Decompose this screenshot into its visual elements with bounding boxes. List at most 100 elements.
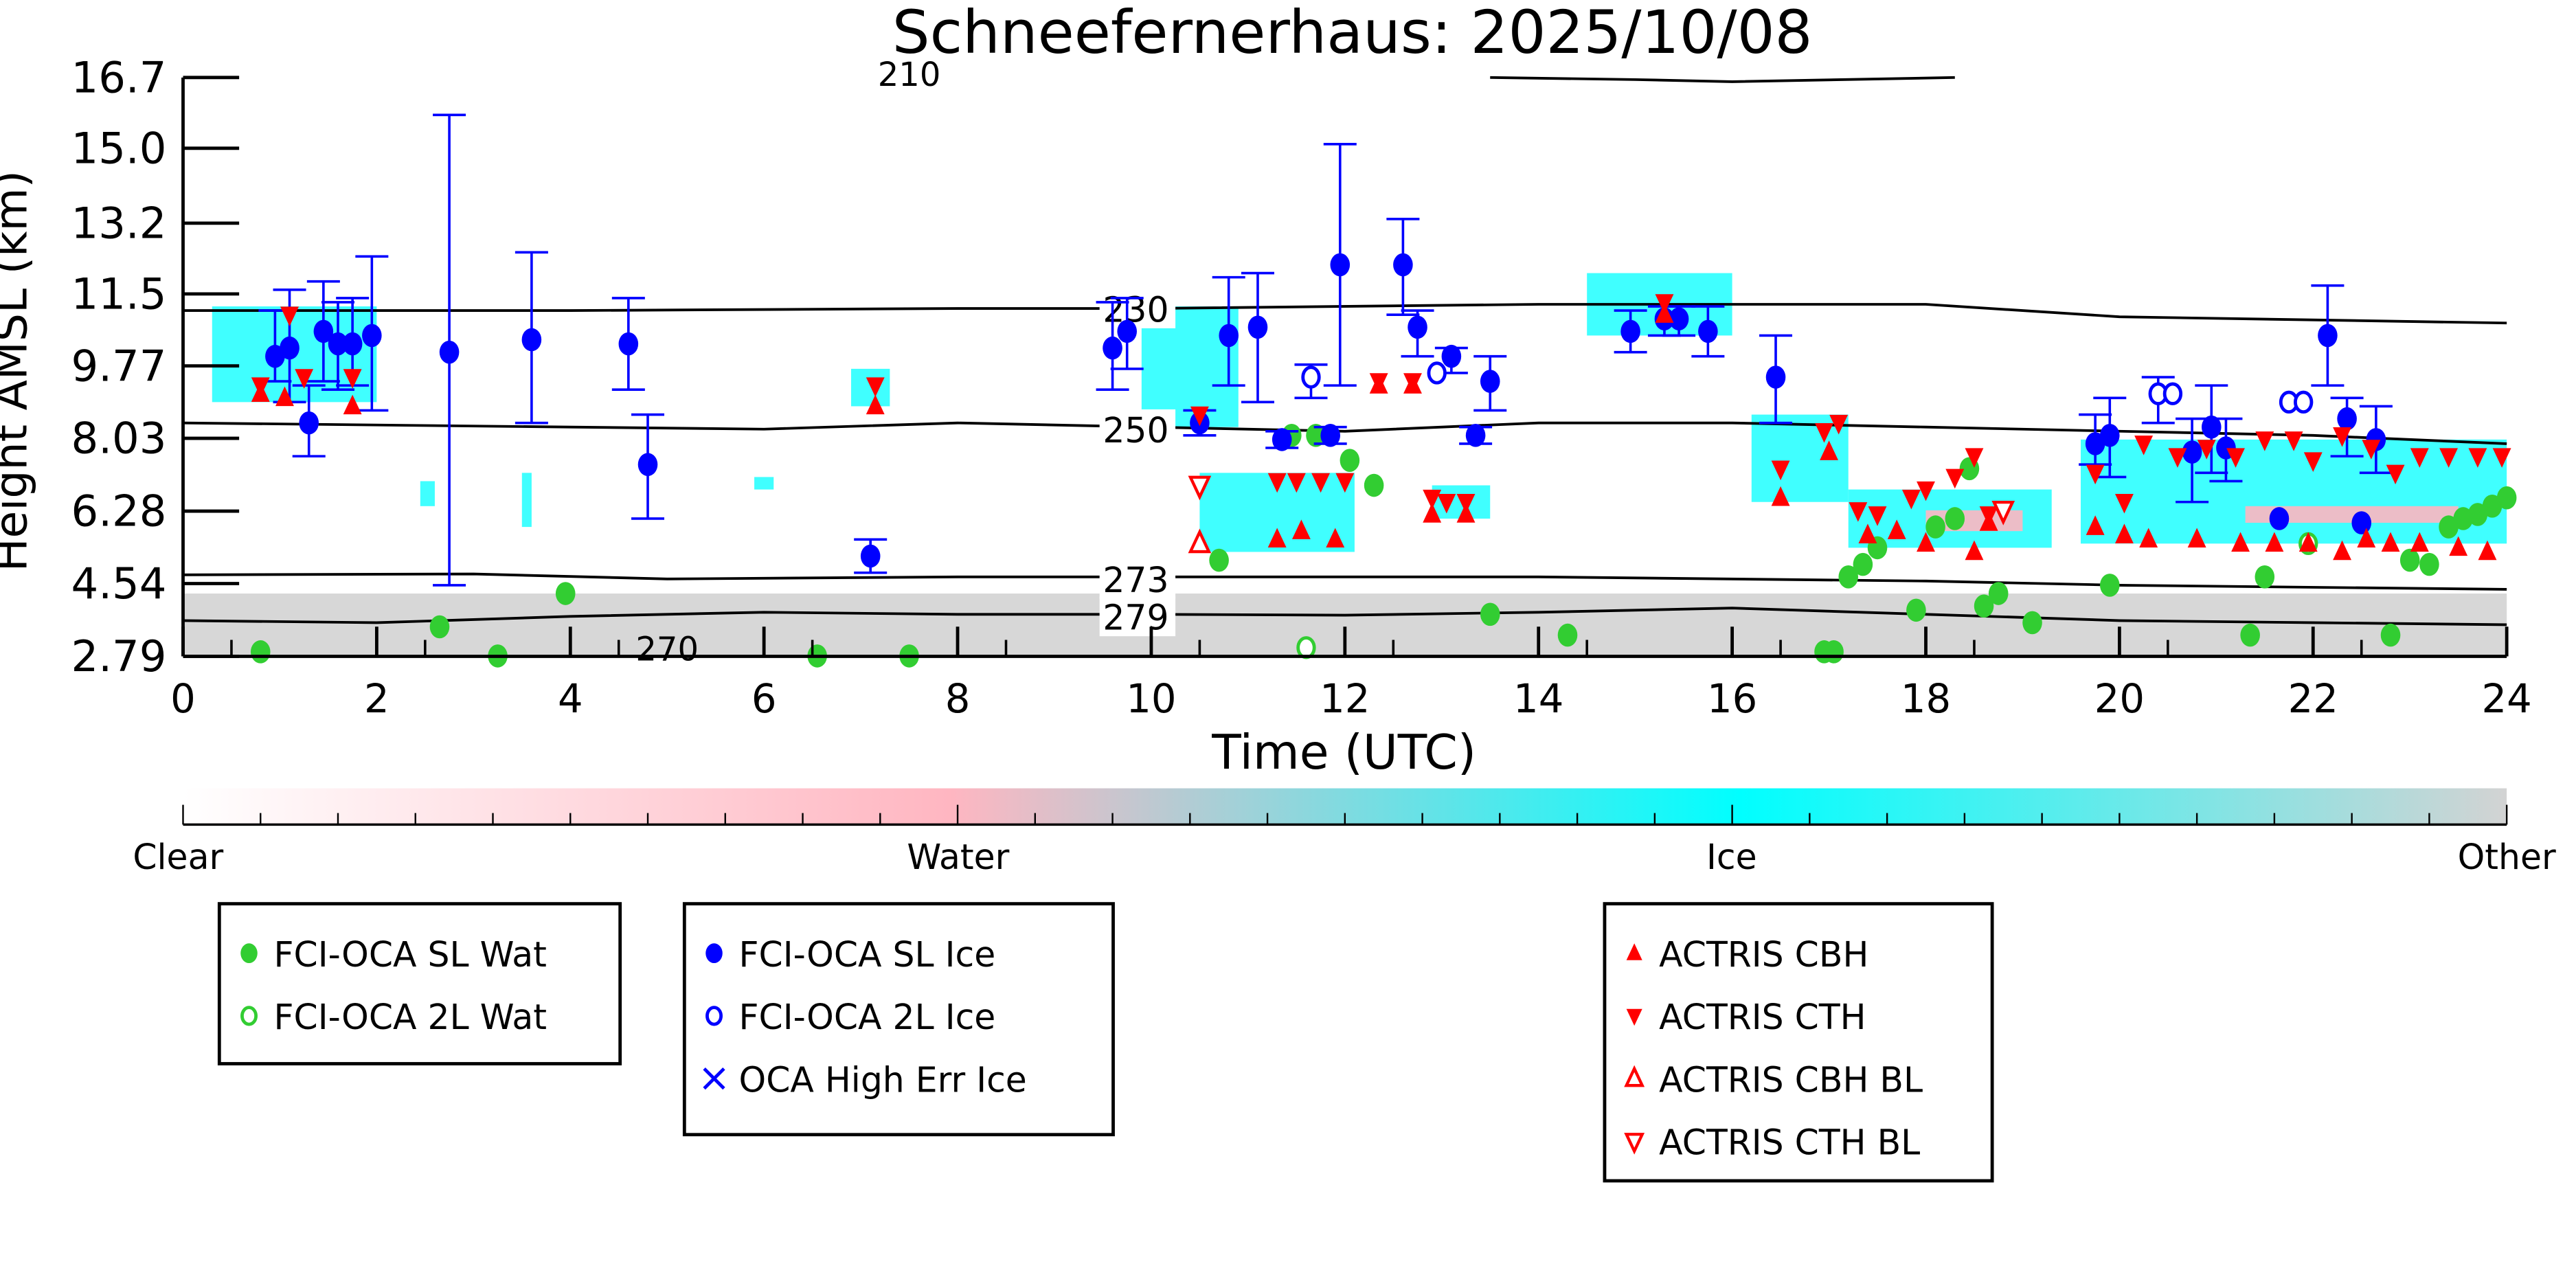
data-point xyxy=(1408,315,1427,339)
data-point xyxy=(2410,532,2429,552)
data-point xyxy=(637,453,658,477)
legend-marker xyxy=(1626,943,1642,960)
data-point xyxy=(1437,493,1456,514)
data-point xyxy=(2086,515,2105,535)
legend-label: ACTRIS CBH BL xyxy=(1659,1059,1923,1100)
data-point xyxy=(1188,475,1212,501)
data-point xyxy=(1669,307,1689,331)
data-point xyxy=(2492,448,2511,468)
data-point xyxy=(1901,489,1921,510)
data-point xyxy=(2351,511,2372,534)
data-point xyxy=(2255,431,2274,451)
data-point xyxy=(866,394,885,415)
data-point xyxy=(1335,473,1355,493)
data-point xyxy=(1945,468,1965,489)
data-point xyxy=(1330,253,1351,277)
legend-box-3: ACTRIS CBH ACTRIS CTH ACTRIS CBH BL ACTRIS … xyxy=(1603,902,1994,1183)
cloud-region-ice xyxy=(754,477,774,490)
legend-marker xyxy=(705,1006,723,1026)
data-point xyxy=(343,369,362,389)
x-tick-label: 24 xyxy=(2482,676,2532,722)
data-point xyxy=(1655,294,1674,314)
data-point xyxy=(2439,448,2459,468)
isotherm-label: 250 xyxy=(1103,410,1168,451)
x-tick-label: 12 xyxy=(1320,676,1370,722)
data-point xyxy=(1849,502,1868,522)
data-point xyxy=(2265,532,2284,552)
data-point xyxy=(250,640,271,664)
cloud-region-ice xyxy=(851,368,890,407)
series-actris-cth xyxy=(251,294,2511,526)
data-point xyxy=(1267,528,1287,548)
data-point xyxy=(1698,319,1718,343)
data-point xyxy=(555,582,576,605)
data-point xyxy=(2168,448,2187,468)
legend-marker xyxy=(1624,1133,1645,1155)
y-tick-label: 9.77 xyxy=(71,341,167,391)
legend-box-1: FCI-OCA SL Wat FCI-OCA 2L Wat xyxy=(217,902,622,1065)
data-point xyxy=(2357,528,2376,548)
data-point xyxy=(1829,414,1849,435)
data-point xyxy=(1765,365,1786,389)
data-point xyxy=(1945,507,1965,530)
y-tick-label: 4.54 xyxy=(71,558,167,609)
x-tick-label: 16 xyxy=(1707,676,1757,722)
data-point xyxy=(2496,486,2517,510)
isotherm-label: 270 xyxy=(635,630,699,668)
data-point xyxy=(2318,324,2338,348)
chart-title: Schneefernerhaus: 2025/10/08 xyxy=(892,0,1813,67)
data-point xyxy=(2478,540,2497,561)
data-point xyxy=(1925,515,1945,539)
data-point xyxy=(2362,440,2381,460)
data-point xyxy=(2202,415,2222,439)
data-point xyxy=(1103,336,1122,360)
series-fci-oca-sl-wat xyxy=(250,424,2517,668)
data-point xyxy=(1480,370,1500,393)
isotherm-250 xyxy=(183,421,2507,445)
data-point xyxy=(2333,427,2352,447)
data-point xyxy=(2467,503,2488,526)
isotherm-label-bg xyxy=(1099,409,1176,449)
data-point xyxy=(2399,548,2420,572)
data-point xyxy=(2022,611,2042,635)
data-point xyxy=(1267,473,1287,493)
data-point xyxy=(313,319,334,343)
data-point xyxy=(2410,448,2429,468)
data-point xyxy=(618,332,639,356)
isotherm-210 xyxy=(1490,76,1955,83)
data-point xyxy=(1306,424,1326,447)
data-point xyxy=(1369,373,1388,393)
data-point xyxy=(2449,536,2468,556)
data-point xyxy=(1480,602,1500,626)
data-point xyxy=(2381,532,2400,552)
legend-marker xyxy=(240,1006,258,1026)
data-point xyxy=(299,411,319,435)
data-point xyxy=(2086,464,2105,485)
data-point xyxy=(429,615,450,639)
x-tick-label: 10 xyxy=(1126,676,1176,722)
data-point xyxy=(1991,500,2015,526)
data-point xyxy=(1441,344,1462,368)
legend-frame xyxy=(1603,902,1994,1183)
data-point xyxy=(2419,552,2439,576)
data-point xyxy=(328,332,348,356)
data-point xyxy=(1117,319,1137,343)
data-point xyxy=(1301,365,1321,389)
data-point xyxy=(2294,390,2314,414)
x-tick-label: 22 xyxy=(2288,676,2338,722)
data-point xyxy=(2139,528,2158,548)
data-point xyxy=(295,369,314,389)
data-point xyxy=(1815,423,1833,443)
data-point xyxy=(1427,361,1447,385)
legend-marker xyxy=(1624,1065,1645,1087)
data-point xyxy=(1311,473,1331,493)
data-point xyxy=(1209,548,1229,572)
data-point xyxy=(2114,493,2134,514)
y-tick-label: 16.7 xyxy=(71,52,167,102)
data-point xyxy=(1858,523,1877,543)
isotherm-279 xyxy=(183,607,2507,626)
data-point xyxy=(1247,315,1268,339)
data-point xyxy=(1965,448,1984,468)
x-tick-label: 8 xyxy=(945,676,971,722)
